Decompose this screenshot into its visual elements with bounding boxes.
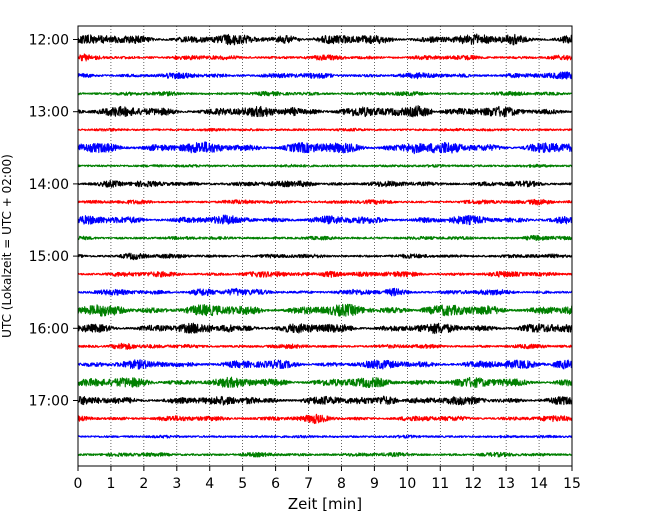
x-tick-label: 12 xyxy=(464,476,482,492)
x-tick-label: 5 xyxy=(238,476,247,492)
x-tick-label: 15 xyxy=(563,476,581,492)
trace-line-23 xyxy=(77,434,573,439)
trace-line-11 xyxy=(77,214,573,226)
trace-line-5 xyxy=(77,105,573,118)
trace-line-6 xyxy=(77,127,573,132)
trace-line-10 xyxy=(77,198,573,206)
y-axis-label: UTC (Lokalzeit = UTC + 02:00) xyxy=(0,154,14,338)
x-tick-label: 0 xyxy=(74,476,83,492)
y-tick-label: 16:00 xyxy=(29,321,69,337)
x-axis: 0 1 2 3 4 5 6 7 8 9 10 11 12 13 14 15 xyxy=(74,466,581,492)
plot-frame xyxy=(77,25,573,467)
trace-line-13 xyxy=(77,252,573,261)
x-tick-label: 14 xyxy=(530,476,548,492)
trace-group xyxy=(77,33,573,458)
x-tick-label: 13 xyxy=(497,476,515,492)
trace-line-16 xyxy=(77,303,573,317)
trace-line-9 xyxy=(77,179,573,188)
y-tick-label: 15:00 xyxy=(29,249,69,265)
x-tick-label: 10 xyxy=(398,476,416,492)
trace-line-14 xyxy=(77,270,573,278)
x-tick-label: 4 xyxy=(205,476,214,492)
trace-line-22 xyxy=(77,413,573,425)
y-tick-label: 13:00 xyxy=(29,105,69,121)
x-tick-label: 1 xyxy=(106,476,115,492)
trace-line-2 xyxy=(77,53,573,62)
y-axis: 12:00 13:00 14:00 15:00 16:00 17:00 xyxy=(29,33,78,410)
trace-line-8 xyxy=(77,163,573,168)
y-tick-label: 12:00 xyxy=(29,33,69,49)
x-tick-label: 9 xyxy=(370,476,379,492)
trace-line-1 xyxy=(77,33,573,46)
trace-line-18 xyxy=(77,342,573,350)
trace-line-17 xyxy=(77,322,573,335)
trace-line-12 xyxy=(77,234,573,242)
trace-line-20 xyxy=(77,376,573,388)
y-tick-label: 14:00 xyxy=(29,177,69,193)
x-axis-label: Zeit [min] xyxy=(288,495,362,513)
x-tick-label: 3 xyxy=(172,476,181,492)
trace-line-24 xyxy=(77,451,573,458)
x-tick-label: 7 xyxy=(304,476,313,492)
x-tick-label: 6 xyxy=(271,476,280,492)
trace-line-21 xyxy=(77,395,573,406)
x-tick-label: 8 xyxy=(337,476,346,492)
y-tick-label: 17:00 xyxy=(29,394,69,410)
trace-line-7 xyxy=(77,141,573,155)
trace-line-3 xyxy=(77,71,573,80)
trace-line-19 xyxy=(77,359,573,370)
trace-line-4 xyxy=(77,90,573,97)
trace-line-15 xyxy=(77,287,573,297)
x-tick-label: 11 xyxy=(431,476,449,492)
x-tick-label: 2 xyxy=(139,476,148,492)
grid-lines xyxy=(110,26,540,466)
